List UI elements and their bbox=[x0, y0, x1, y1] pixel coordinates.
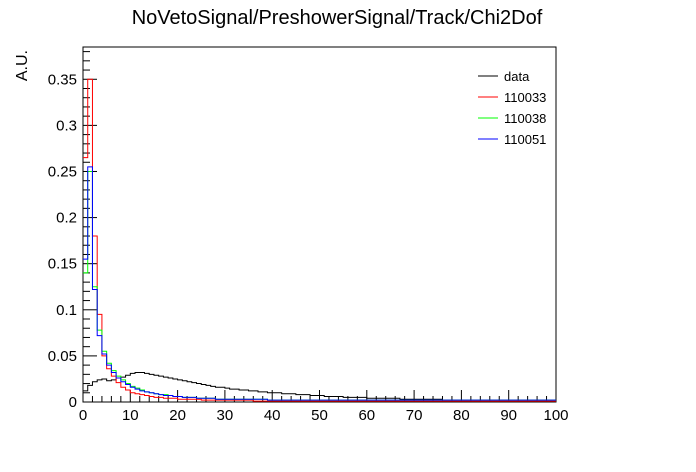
legend: data 110033 110038 110051 bbox=[478, 69, 546, 147]
series-line-110033 bbox=[83, 78, 556, 402]
y-tick-label: 0.35 bbox=[48, 71, 77, 88]
y-tick-label: 0.3 bbox=[56, 117, 77, 134]
y-tick-label: 0.2 bbox=[56, 210, 77, 227]
series-line-110038 bbox=[83, 170, 556, 401]
x-tick-label: 70 bbox=[406, 407, 423, 424]
x-tick-label: 60 bbox=[358, 407, 375, 424]
y-axis-title: A.U. bbox=[14, 50, 31, 81]
plot-frame bbox=[82, 46, 557, 403]
axis-ticks bbox=[82, 51, 557, 403]
legend-label: data bbox=[504, 69, 530, 84]
legend-label: 110038 bbox=[504, 111, 546, 126]
x-tick-label: 20 bbox=[169, 407, 186, 424]
chart-title: NoVetoSignal/PreshowerSignal/Track/Chi2D… bbox=[132, 7, 543, 29]
y-tick-label: 0.1 bbox=[56, 302, 77, 319]
x-tick-label: 40 bbox=[264, 407, 281, 424]
x-tick-label: 80 bbox=[453, 407, 470, 424]
x-tick-label: 30 bbox=[217, 407, 234, 424]
series-layer bbox=[83, 78, 556, 402]
tick-labels: 0 10 20 30 40 50 60 70 80 90 100 0 0.05 0.1 0.15 0.2 0.2… bbox=[48, 71, 569, 424]
x-tick-label: 90 bbox=[500, 407, 517, 424]
y-tick-label: 0 bbox=[69, 394, 77, 411]
x-tick-label: 0 bbox=[79, 407, 87, 424]
x-tick-label: 100 bbox=[543, 407, 568, 424]
x-tick-label: 10 bbox=[122, 407, 139, 424]
y-tick-label: 0.05 bbox=[48, 348, 77, 365]
legend-label: 110033 bbox=[504, 90, 546, 105]
x-tick-label: 50 bbox=[311, 407, 328, 424]
y-tick-label: 0.25 bbox=[48, 163, 77, 180]
legend-label: 110051 bbox=[504, 132, 546, 147]
series-line-110051 bbox=[83, 166, 556, 401]
y-tick-label: 0.15 bbox=[48, 256, 77, 273]
